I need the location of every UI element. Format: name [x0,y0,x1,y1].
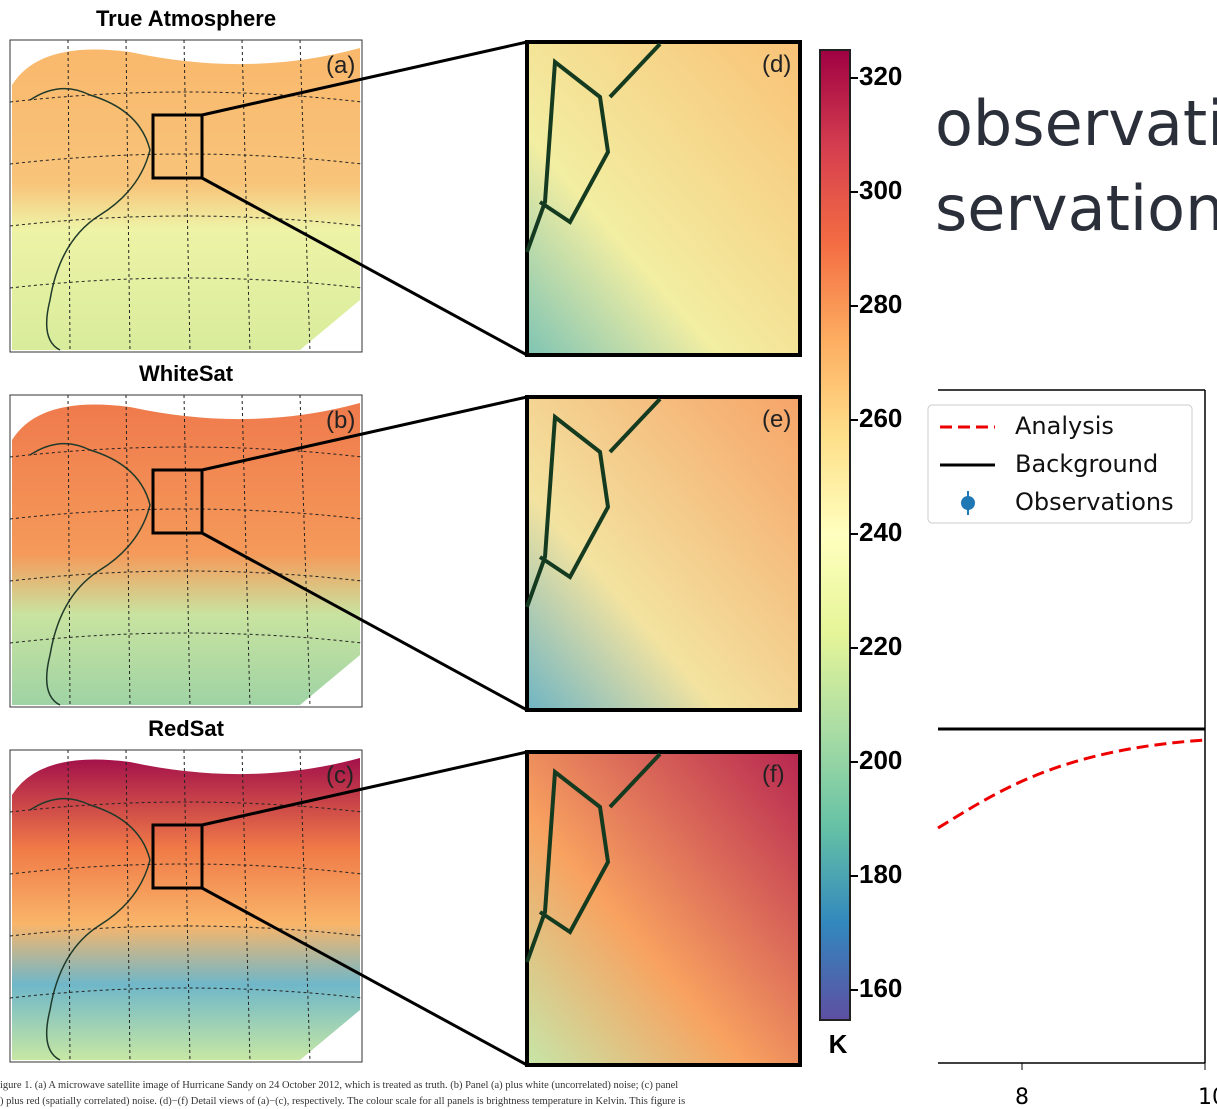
colorbar-tick-label: 260 [859,403,902,433]
x-tick-label: 10 [1198,1085,1217,1109]
legend-entry: Observations [1015,488,1174,516]
zoom-map [527,42,800,355]
zoom-map [527,752,800,1065]
legend-entry: Analysis [1015,412,1114,440]
map [12,48,360,350]
panel-title: True Atmosphere [96,6,276,31]
panel-letter: (a) [326,52,355,79]
colorbar-tick-label: 240 [859,517,902,547]
colorbar-tick-label: 320 [859,61,902,91]
page: {"figure": { "panels": [ {"title": "True… [0,0,1217,1109]
colorbar-tick-label: 300 [859,175,902,205]
panel-letter: (e) [762,406,791,433]
panel-letter: (b) [326,407,355,434]
legend-swatch [961,496,975,510]
panel-title: WhiteSat [139,361,234,386]
slide-title: servation [935,172,1217,245]
canvas: K igure 1. (a) A microwave satellite ima… [0,0,1217,1109]
x-tick-label: 8 [1015,1085,1029,1109]
legend-entry: Background [1015,450,1158,478]
colorbar [820,50,850,1020]
caption-line: ) plus red (spatially correlated) noise.… [0,1096,685,1107]
panel-letter: (d) [762,51,791,78]
panel-letter: (c) [326,762,354,789]
colorbar-unit: K [829,1029,848,1059]
colorbar-tick-label: 180 [859,859,902,889]
map [12,758,360,1060]
slide-title: observati [935,87,1217,160]
panel-title: RedSat [148,716,224,741]
zoom-map [527,397,800,710]
colorbar-tick-label: 200 [859,745,902,775]
colorbar-tick-label: 280 [859,289,902,319]
colorbar-tick-label: 220 [859,631,902,661]
panel-letter: (f) [762,761,785,788]
colorbar-tick-label: 160 [859,973,902,1003]
analysis-line [938,740,1205,828]
caption-line: igure 1. (a) A microwave satellite image… [0,1080,678,1091]
map [12,403,360,705]
